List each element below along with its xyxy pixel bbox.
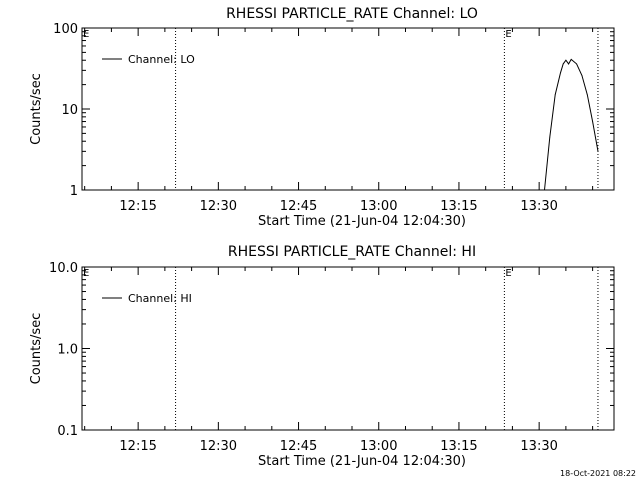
y-tick-label: 0.1 <box>57 424 78 439</box>
legend-label: Channel: HI <box>128 292 192 305</box>
series-line <box>544 58 599 191</box>
data-point <box>586 94 588 96</box>
y-axis-label: Counts/sec <box>29 313 44 385</box>
data-point <box>576 63 577 65</box>
data-point <box>568 63 569 65</box>
chart-title: RHESSI PARTICLE_RATE Channel: LO <box>226 6 478 22</box>
data-point <box>554 94 556 96</box>
time-marker-label: E <box>505 29 511 40</box>
panel-lo: RHESSI PARTICLE_RATE Channel: LO 1 10 100 12… <box>29 6 615 229</box>
data-point <box>597 150 599 152</box>
panel-hi: RHESSI PARTICLE_RATE Channel: HI 0.1 1.0 10… <box>29 244 615 469</box>
footer-date: 18-Oct-2021 08:22 <box>560 469 636 478</box>
x-tick-label: 12:45 <box>280 199 317 214</box>
data-point <box>544 189 545 191</box>
corner-label: E <box>83 268 89 279</box>
data-point <box>560 72 561 74</box>
chart-title: RHESSI PARTICLE_RATE Channel: HI <box>228 244 476 260</box>
data-point <box>565 59 567 61</box>
x-tick-label: 13:15 <box>440 199 477 214</box>
x-tick-label: 12:30 <box>200 439 237 454</box>
data-point <box>592 121 594 122</box>
data-point <box>549 136 551 138</box>
y-tick-label: 100 <box>53 22 78 37</box>
time-marker-label: E <box>505 268 511 279</box>
y-axis-label: Counts/sec <box>29 73 44 145</box>
x-tick-label: 13:00 <box>360 199 397 214</box>
x-tick-label: 12:15 <box>119 439 156 454</box>
x-tick-label: 13:15 <box>440 439 477 454</box>
x-tick-label: 12:30 <box>200 199 237 214</box>
y-tick-label: 1.0 <box>57 343 78 358</box>
x-tick-label: 13:30 <box>520 199 557 214</box>
y-tick-label: 10.0 <box>49 261 78 276</box>
corner-label: E <box>83 29 89 40</box>
y-tick-label: 1 <box>70 184 78 199</box>
data-point <box>562 63 564 65</box>
y-tick-label: 10 <box>61 103 78 118</box>
x-tick-label: 13:00 <box>360 439 397 454</box>
x-tick-label: 12:15 <box>119 199 156 214</box>
x-axis-label: Start Time (21-Jun-04 12:04:30) <box>258 454 466 469</box>
x-axis-label: Start Time (21-Jun-04 12:04:30) <box>258 214 466 229</box>
legend-label: Channel: LO <box>128 53 195 66</box>
data-point <box>570 58 572 60</box>
x-tick-label: 13:30 <box>520 439 557 454</box>
x-tick-label: 12:45 <box>280 439 317 454</box>
data-point <box>581 74 583 76</box>
